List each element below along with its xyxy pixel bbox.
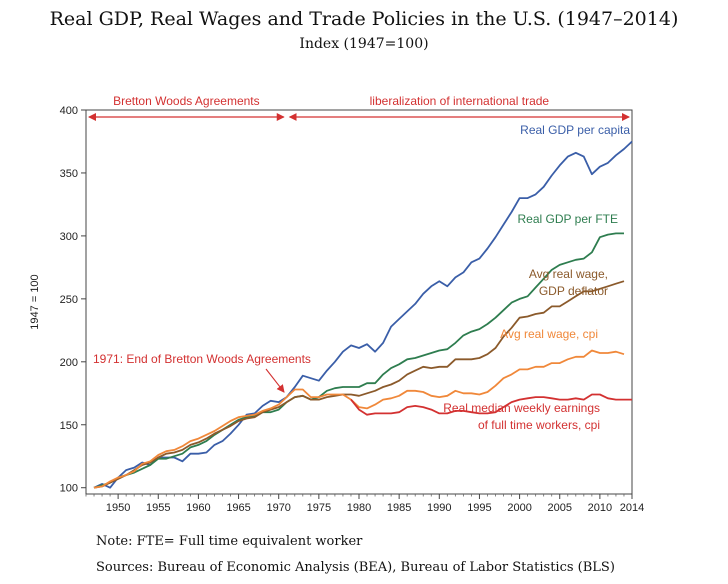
chart-subtitle: Index (1947=100) xyxy=(299,36,429,52)
x-tick-label: 1970 xyxy=(266,502,290,514)
x-tick-label: 1980 xyxy=(347,502,371,514)
x-tick-label: 1975 xyxy=(307,502,331,514)
x-tick-label: 1995 xyxy=(467,502,491,514)
y-tick-label: 400 xyxy=(60,105,78,117)
series-label-2: Real GDP per FTE xyxy=(518,212,618,226)
x-tick-label: 1965 xyxy=(226,502,250,514)
series-line-4 xyxy=(93,349,625,489)
series-line-1 xyxy=(93,140,633,489)
end-bretton-woods-label: 1971: End of Bretton Woods Agreements xyxy=(93,352,311,366)
plot-frame xyxy=(85,109,633,495)
fte-note: Note: FTE= Full time equivalent worker xyxy=(96,534,363,549)
y-tick-label: 150 xyxy=(60,420,78,432)
x-tick-label: 2010 xyxy=(588,502,612,514)
series-label-3: Avg real wage, xyxy=(529,267,608,281)
series-label-4: Avg real wage, cpi xyxy=(500,327,598,341)
x-tick-label: 1950 xyxy=(106,502,130,514)
y-tick-label: 100 xyxy=(60,483,78,495)
bretton-woods-label: Bretton Woods Agreements xyxy=(113,94,260,108)
sources-note: Sources: Bureau of Economic Analysis (BE… xyxy=(96,560,615,575)
y-tick-label: 200 xyxy=(60,357,78,369)
x-tick-label: 2014 xyxy=(620,502,644,514)
x-tick-label: 2005 xyxy=(547,502,571,514)
x-tick-label: 1955 xyxy=(146,502,170,514)
series-label-3: GDP deflator xyxy=(539,284,608,298)
x-tick-label: 1985 xyxy=(387,502,411,514)
y-tick-label: 350 xyxy=(60,168,78,180)
series-line-2 xyxy=(93,232,624,489)
y-tick-label: 300 xyxy=(60,231,78,243)
series-line-5 xyxy=(350,393,632,416)
liberalization-label: liberalization of international trade xyxy=(370,94,550,108)
series-label-5: Real median weekly earnings xyxy=(443,401,600,415)
chart-title: Real GDP, Real Wages and Trade Policies … xyxy=(49,8,679,30)
x-tick-label: 1990 xyxy=(427,502,451,514)
end-bretton-woods-arrow xyxy=(265,368,285,393)
y-tick-label: 250 xyxy=(60,294,78,306)
series-label-5: of full time workers, cpi xyxy=(478,418,600,432)
series-line-3 xyxy=(93,280,625,489)
y-axis-label: 1947 = 100 xyxy=(29,274,41,329)
series-label-1: Real GDP per capita xyxy=(520,123,630,137)
x-tick-label: 2000 xyxy=(507,502,531,514)
x-tick-label: 1960 xyxy=(186,502,210,514)
